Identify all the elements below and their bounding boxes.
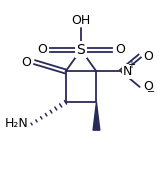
Text: O: O — [37, 43, 47, 56]
Text: O: O — [22, 56, 32, 69]
Text: +: + — [127, 60, 135, 70]
Text: −: − — [147, 87, 155, 96]
Text: H₂N: H₂N — [5, 118, 29, 130]
Polygon shape — [93, 102, 100, 130]
Text: O: O — [115, 43, 125, 56]
Text: N: N — [123, 65, 132, 78]
Text: O: O — [143, 50, 153, 62]
Text: OH: OH — [71, 14, 91, 27]
Text: O: O — [143, 80, 153, 93]
Text: S: S — [77, 43, 85, 57]
